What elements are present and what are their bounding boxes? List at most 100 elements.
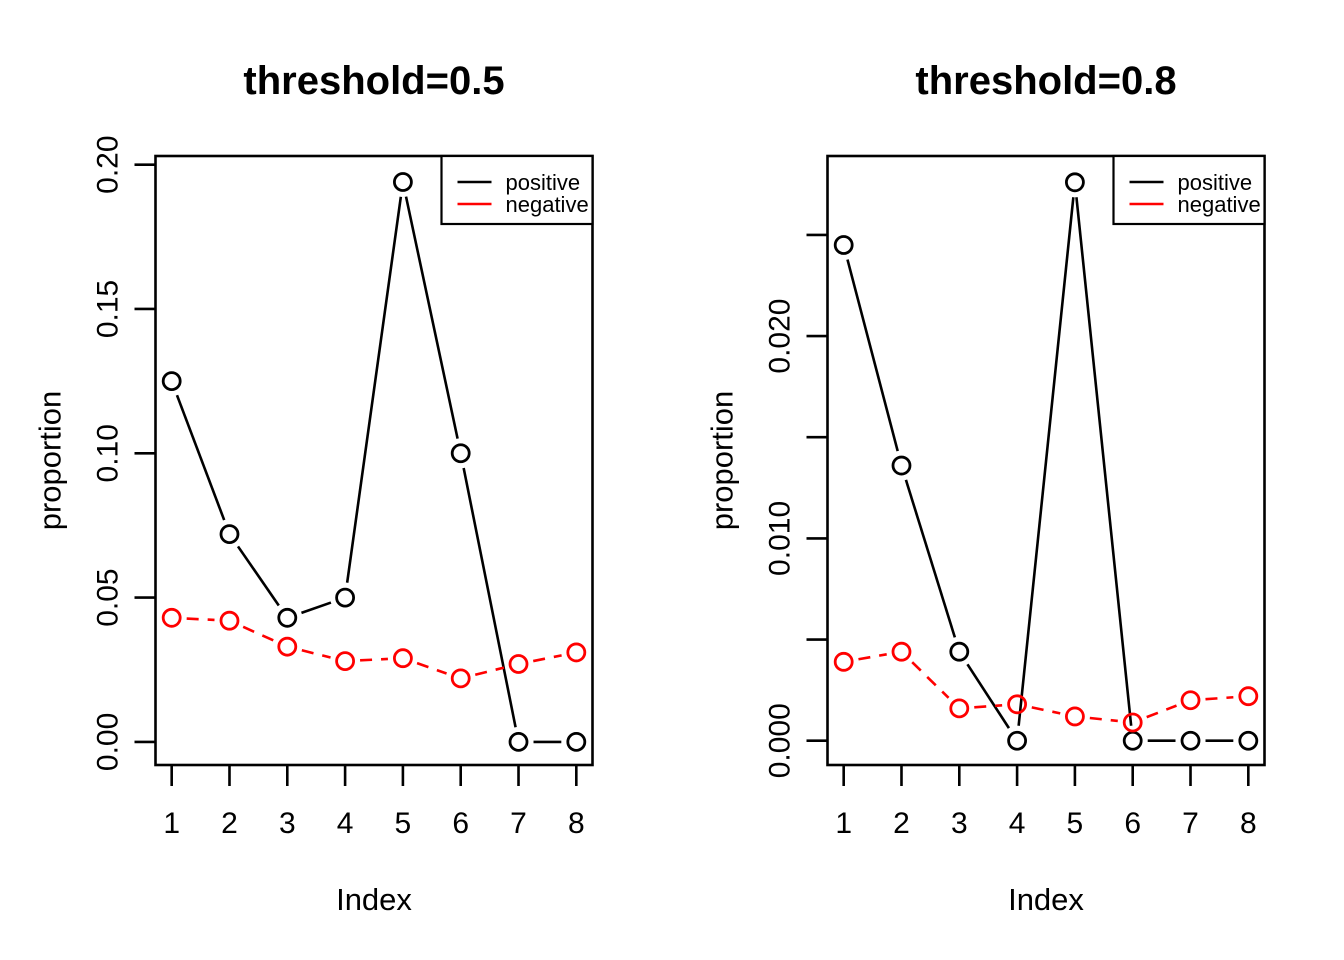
positive-point-marker (508, 732, 529, 752)
positive-point-marker (1007, 730, 1027, 751)
x-axis-title: Index (1008, 882, 1084, 917)
y-tick-label: 0.10 (92, 424, 125, 482)
negative-point-marker (393, 648, 413, 669)
legend-label-positive: positive (506, 170, 581, 195)
legend-label-negative: negative (1178, 192, 1261, 217)
positive-point-marker (219, 524, 240, 544)
legend-box (1112, 154, 1266, 226)
x-tick-label: 5 (395, 807, 412, 840)
plot-panel-threshold-0.8: threshold=0.8 1 2 3 4 5 6 7 8 Index 0.000 0.010 0.02… (672, 0, 1344, 960)
positive-line-segment (175, 394, 226, 521)
positive-line-segment (301, 601, 332, 615)
y-tick-label: 0.00 (92, 713, 125, 771)
x-tick-label: 6 (1124, 807, 1141, 840)
negative-point-marker (566, 642, 587, 663)
x-tick-label: 3 (279, 807, 296, 840)
positive-point-marker (161, 371, 182, 392)
positive-point-marker (566, 732, 587, 752)
positive-point-marker (450, 443, 471, 464)
x-tick-label: 2 (221, 807, 238, 840)
positive-point-marker (393, 172, 413, 192)
negative-line-segment (1089, 716, 1118, 723)
x-tick-label: 4 (337, 807, 354, 840)
negative-line-segment (360, 657, 388, 662)
x-tick-label: 1 (163, 807, 180, 840)
negative-point-marker (1122, 712, 1143, 733)
x-tick-label: 6 (452, 807, 469, 840)
x-tick-label: 2 (893, 807, 910, 840)
y-axis: 0.000 0.010 0.020 proportion (705, 233, 828, 778)
y-tick-label: 0.010 (764, 501, 797, 576)
y-axis: 0.00 0.05 0.10 0.15 0.20 proportion (33, 135, 156, 771)
x-tick-label: 1 (835, 807, 852, 840)
positive-point-marker (949, 641, 970, 662)
negative-line-segment (911, 661, 950, 699)
negative-line-segment (242, 625, 275, 642)
negative-point-marker (1180, 690, 1201, 711)
y-tick-label: 0.20 (92, 135, 125, 193)
series-negative (833, 641, 1259, 733)
y-tick-label: 0.020 (764, 299, 797, 374)
plot-frame (154, 154, 594, 767)
positive-line-segment (404, 196, 459, 439)
positive-point-marker (277, 607, 298, 628)
negative-line-segment (974, 704, 1003, 709)
x-tick-label: 4 (1009, 807, 1026, 840)
positive-point-marker (1238, 730, 1259, 751)
series-positive (833, 172, 1259, 751)
legend-label-positive: positive (1178, 170, 1253, 195)
negative-line-segment (858, 653, 887, 661)
x-axis: 1 2 3 4 5 6 7 8 Index (163, 765, 585, 917)
negative-line-segment (1205, 695, 1234, 701)
negative-point-marker (1065, 706, 1085, 727)
negative-point-marker (1007, 694, 1027, 715)
negative-point-marker (161, 607, 182, 628)
positive-point-marker (1180, 730, 1201, 751)
positive-line-segment (1075, 197, 1133, 726)
y-tick-label: 0.05 (92, 568, 125, 626)
negative-line-segment (416, 661, 447, 675)
legend-box (440, 154, 594, 226)
chart-title: threshold=0.5 (243, 59, 504, 103)
positive-line-segment (1017, 197, 1075, 726)
legend-label-negative: negative (506, 192, 589, 217)
negative-point-marker (450, 668, 471, 689)
negative-point-marker (891, 641, 912, 662)
negative-point-marker (949, 698, 970, 719)
negative-line-segment (1031, 706, 1061, 715)
x-axis-title: Index (336, 882, 412, 917)
y-axis-title: proportion (33, 391, 68, 531)
positive-point-marker (891, 455, 912, 476)
chart-title: threshold=0.8 (915, 59, 1176, 103)
positive-line-segment (236, 545, 280, 607)
negative-line-segment (1146, 704, 1177, 719)
y-tick-label: 0.000 (764, 703, 797, 778)
negative-line-segment (301, 649, 331, 659)
positive-point-marker (335, 587, 355, 608)
positive-line-segment (846, 259, 899, 452)
positive-line-segment (345, 196, 403, 583)
x-axis: 1 2 3 4 5 6 7 8 Index (835, 765, 1257, 917)
x-tick-label: 5 (1067, 807, 1084, 840)
positive-point-marker (833, 235, 854, 255)
plot-frame (826, 154, 1266, 767)
negative-line-segment (474, 666, 505, 677)
series-negative (161, 607, 587, 689)
negative-point-marker (833, 651, 854, 672)
negative-line-segment (186, 617, 215, 622)
y-axis-title: proportion (705, 391, 740, 531)
negative-point-marker (335, 651, 355, 671)
positive-line-segment (904, 479, 957, 638)
x-tick-label: 7 (1182, 807, 1199, 840)
negative-point-marker (508, 654, 529, 674)
positive-line-segment (966, 663, 1011, 729)
plot-panel-threshold-0.5: threshold=0.51 2 3 4 5 6 7 8Index0.000.050.100.… (32, 59, 594, 917)
negative-line-segment (532, 654, 562, 663)
x-tick-label: 8 (1240, 807, 1257, 840)
x-tick-label: 3 (951, 807, 968, 840)
negative-point-marker (1238, 686, 1259, 707)
positive-line-segment (462, 467, 517, 728)
